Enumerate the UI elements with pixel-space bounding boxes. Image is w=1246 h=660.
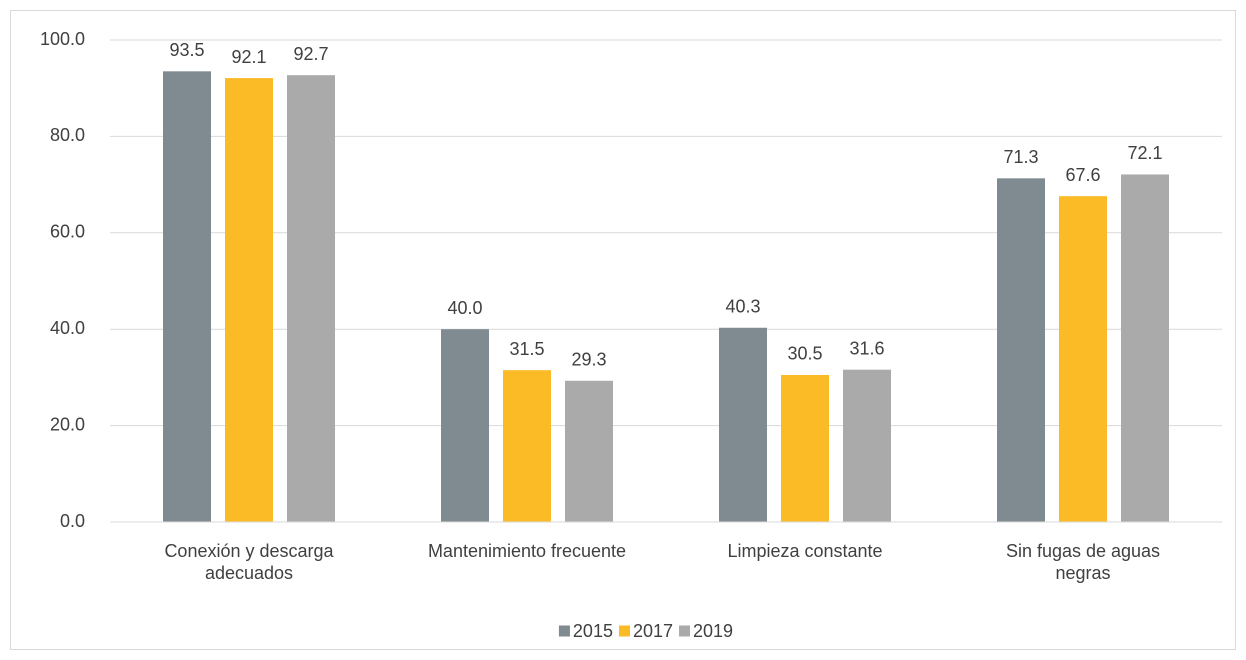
bar xyxy=(441,329,489,522)
data-label: 92.7 xyxy=(293,44,328,64)
legend-swatch xyxy=(679,625,691,637)
data-label: 30.5 xyxy=(787,344,822,364)
legend-swatch xyxy=(558,625,570,637)
bar xyxy=(163,71,211,522)
bar xyxy=(287,75,335,522)
legend-label: 2015 xyxy=(573,621,613,641)
bar xyxy=(1121,174,1169,522)
x-tick-label: Sin fugas de aguas negras xyxy=(1005,541,1161,583)
data-label: 72.1 xyxy=(1127,143,1162,163)
x-tick-label: Conexión y descarga adecuados xyxy=(164,541,334,583)
legend-label: 2019 xyxy=(693,621,733,641)
data-label: 31.5 xyxy=(509,339,544,359)
data-label: 31.6 xyxy=(849,338,884,358)
data-label: 92.1 xyxy=(231,47,266,67)
legend-label: 2017 xyxy=(633,621,673,641)
y-tick-label: 80.0 xyxy=(50,125,85,145)
bar xyxy=(565,380,613,522)
y-tick-label: 20.0 xyxy=(50,414,85,434)
data-label: 93.5 xyxy=(169,40,204,60)
bar xyxy=(997,178,1045,523)
y-tick-label: 60.0 xyxy=(50,222,85,242)
legend-swatch xyxy=(618,625,630,637)
bar xyxy=(1059,196,1107,522)
data-label: 40.0 xyxy=(447,298,482,318)
x-tick-label: Mantenimiento frecuente xyxy=(427,541,627,561)
data-label: 71.3 xyxy=(1003,147,1038,167)
bar xyxy=(781,374,829,522)
bar xyxy=(503,370,551,522)
bar xyxy=(225,78,273,522)
data-label: 67.6 xyxy=(1065,165,1100,185)
y-tick-label: 40.0 xyxy=(50,318,85,338)
y-tick-label: 100.0 xyxy=(40,29,85,49)
data-label: 29.3 xyxy=(571,350,606,370)
bar xyxy=(843,369,891,522)
x-tick-label: Limpieza constante xyxy=(727,541,883,561)
y-tick-label: 0.0 xyxy=(60,511,85,531)
bar xyxy=(719,327,767,522)
data-label: 40.3 xyxy=(725,297,760,317)
